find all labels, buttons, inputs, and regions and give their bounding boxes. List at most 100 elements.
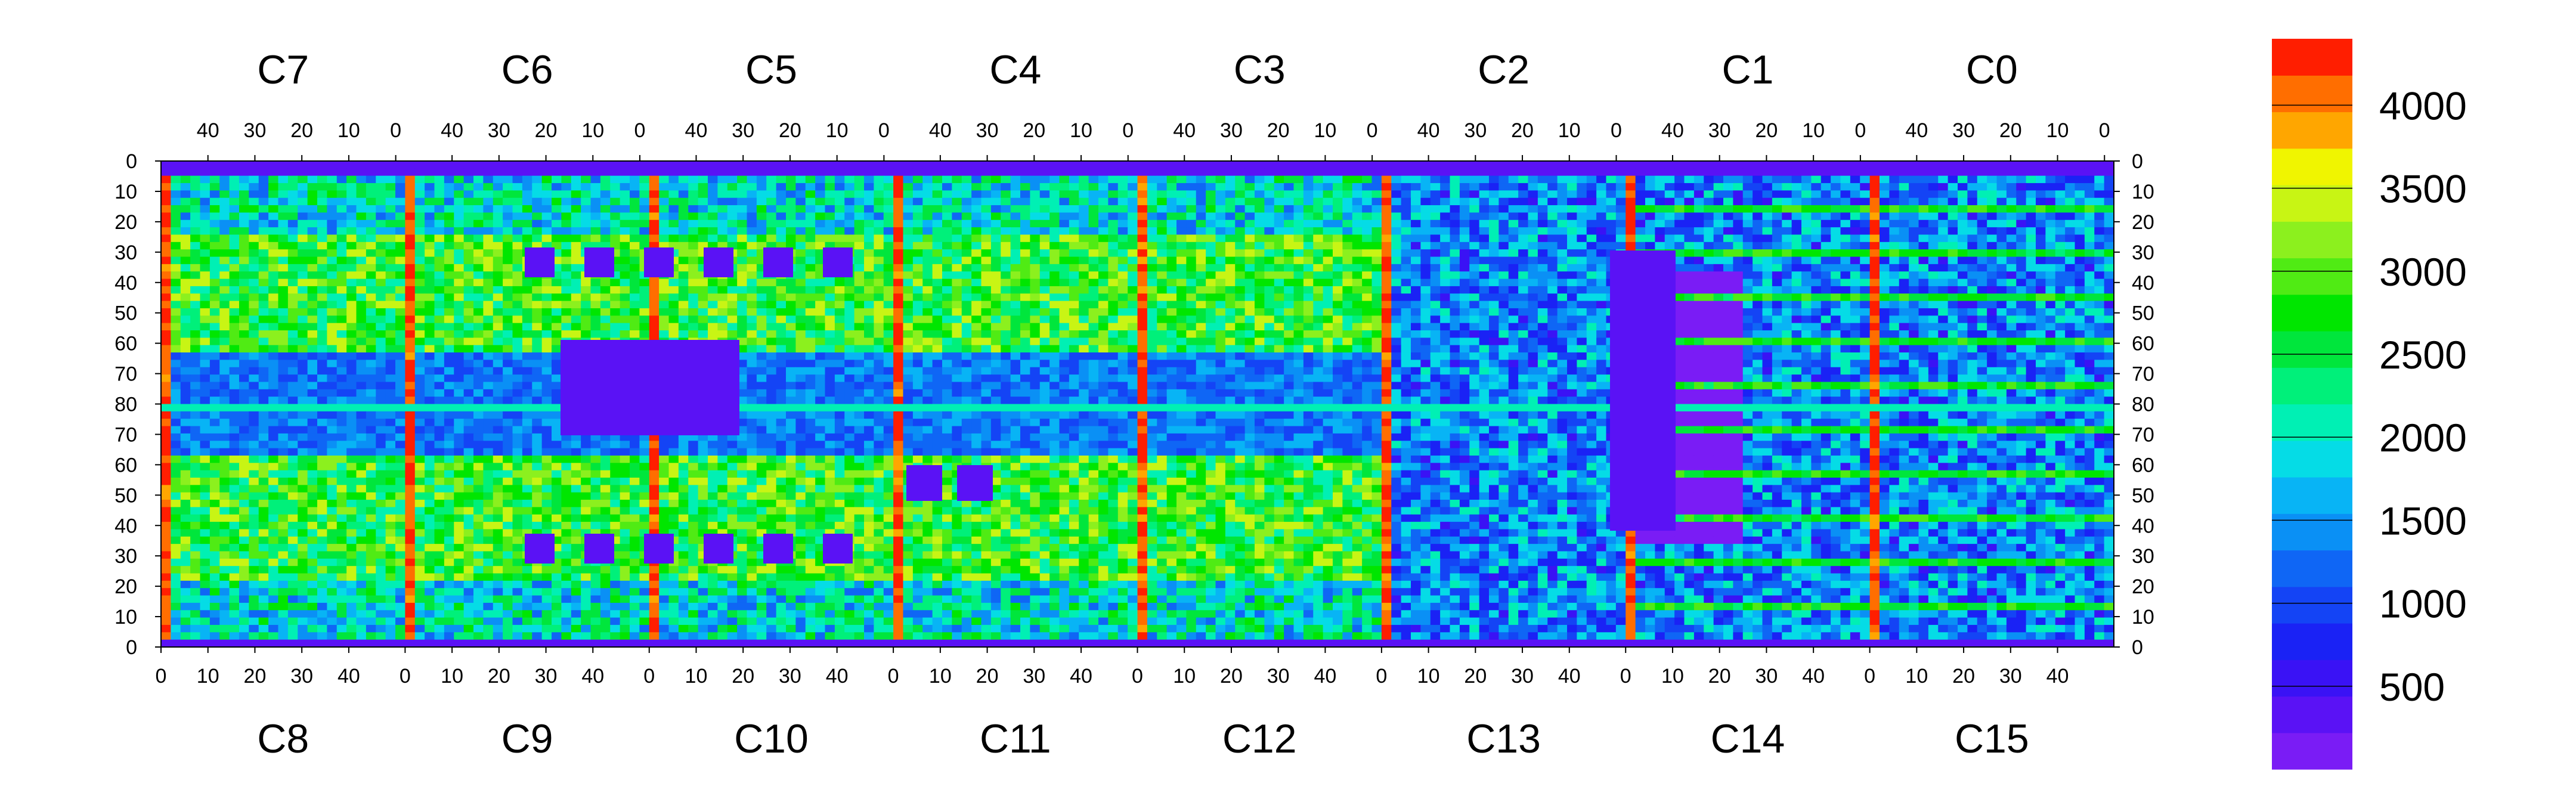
heatmap-cell [2094, 227, 2105, 236]
heatmap-cell [942, 338, 952, 346]
heatmap-cell [1938, 271, 1949, 280]
heatmap-cell [1704, 330, 1714, 338]
heatmap-cell [219, 212, 230, 221]
heatmap-cell [1909, 242, 1919, 250]
heatmap-cell [844, 183, 855, 191]
heatmap-cell [1293, 315, 1304, 324]
heatmap-cell [317, 227, 327, 236]
heatmap-cell [385, 338, 396, 346]
heatmap-cell [834, 308, 845, 316]
heatmap-cell [1293, 161, 1304, 169]
heatmap-cell [1753, 271, 1763, 280]
heatmap-cell [1128, 330, 1138, 338]
heatmap-cell [942, 183, 952, 191]
heatmap-cell [2075, 271, 2085, 280]
heatmap-cell [727, 286, 738, 294]
heatmap-cell [1880, 249, 1890, 258]
heatmap-cell [1411, 323, 1421, 331]
heatmap-cell [1918, 338, 1929, 346]
heatmap-cell [1664, 190, 1675, 199]
heatmap-cell [1557, 293, 1568, 302]
heatmap-cell [1850, 308, 1860, 316]
heatmap-cell [952, 330, 962, 338]
heatmap-cell [1596, 183, 1607, 191]
heatmap-cell [1235, 227, 1246, 236]
heatmap-cell [414, 190, 425, 199]
heatmap-cell [405, 249, 416, 258]
heatmap-cell [1323, 227, 1333, 236]
heatmap-cell [747, 323, 757, 331]
heatmap-cell [668, 234, 679, 243]
heatmap-cell [161, 242, 171, 250]
heatmap-cell [600, 212, 611, 221]
heatmap-cell [1918, 227, 1929, 236]
heatmap-cell [1430, 219, 1441, 228]
heatmap-cell [1381, 183, 1392, 191]
heatmap-cell [981, 323, 992, 331]
heatmap-cell [990, 271, 1001, 280]
heatmap-cell [2094, 308, 2105, 316]
heatmap-cell [874, 301, 884, 309]
heatmap-cell [1137, 315, 1148, 324]
heatmap-cell [795, 249, 806, 258]
heatmap-cell [1186, 301, 1197, 309]
heatmap-cell [981, 338, 992, 346]
heatmap-cell [190, 190, 201, 199]
heatmap-cell [307, 308, 318, 316]
heatmap-cell [1362, 249, 1373, 258]
heatmap-cell [1215, 278, 1226, 287]
heatmap-cell [1577, 286, 1587, 294]
heatmap-cell [1420, 190, 1431, 199]
heatmap-cell [893, 271, 904, 280]
heatmap-cell [805, 212, 816, 221]
heatmap-cell [2104, 256, 2114, 265]
heatmap-cell [1831, 286, 1841, 294]
heatmap-cell [2036, 293, 2046, 302]
heatmap-cell [1987, 338, 1998, 346]
heatmap-cell [1430, 175, 1441, 184]
heatmap-cell [1684, 242, 1695, 250]
heatmap-cell [1674, 308, 1685, 316]
heatmap-cell [844, 338, 855, 346]
heatmap-cell [903, 242, 914, 250]
heatmap-cell [678, 249, 689, 258]
heatmap-cell [1889, 330, 1900, 338]
heatmap-cell [278, 271, 289, 280]
heatmap-cell [834, 301, 845, 309]
heatmap-cell [1059, 286, 1070, 294]
heatmap-cell [1469, 323, 1480, 331]
heatmap-cell [1967, 227, 1978, 236]
heatmap-cell [756, 301, 767, 309]
heatmap-cell [1030, 197, 1041, 206]
heatmap-cell [200, 286, 210, 294]
heatmap-cell [659, 161, 670, 169]
heatmap-cell [287, 301, 298, 309]
heatmap-cell [1284, 249, 1295, 258]
heatmap-cell [307, 338, 318, 346]
heatmap-cell [1420, 256, 1431, 265]
heatmap-cell [434, 315, 445, 324]
heatmap-cell [795, 190, 806, 199]
heatmap-cell [1733, 190, 1744, 199]
heatmap-cell [1128, 175, 1138, 184]
heatmap-cell [1753, 315, 1763, 324]
heatmap-cell [893, 205, 904, 213]
heatmap-cell [1274, 175, 1284, 184]
heatmap-cell [1498, 249, 1509, 258]
heatmap-cell [990, 256, 1001, 265]
heatmap-cell [571, 330, 581, 338]
heatmap-cell [1284, 212, 1295, 221]
heatmap-cell [678, 227, 689, 236]
heatmap-cell [893, 197, 904, 206]
heatmap-cell [473, 227, 484, 236]
heatmap-cell [825, 278, 835, 287]
heatmap-cell [287, 175, 298, 184]
heatmap-cell [2104, 212, 2114, 221]
heatmap-cell [2006, 315, 2017, 324]
heatmap-cell [532, 338, 543, 346]
heatmap-cell [1762, 168, 1773, 177]
heatmap-cell [1723, 234, 1733, 243]
heatmap-cell [1606, 212, 1617, 221]
heatmap-cell [298, 168, 308, 177]
heatmap-cell [883, 161, 894, 169]
